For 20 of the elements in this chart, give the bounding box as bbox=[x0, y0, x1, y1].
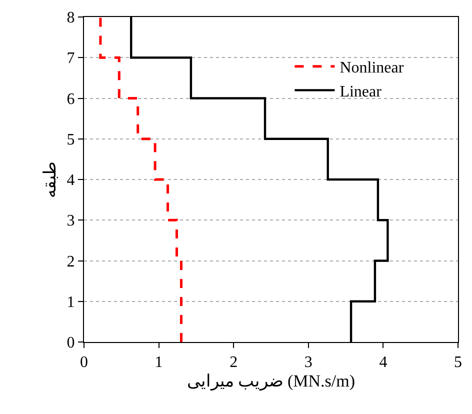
y-tick-label: 7 bbox=[66, 50, 75, 68]
y-tick-label: 2 bbox=[66, 253, 75, 270]
y-tick-label: 6 bbox=[66, 90, 75, 108]
legend-label: Nonlinear bbox=[340, 60, 404, 77]
y-axis-title: طبقه bbox=[40, 161, 60, 198]
y-tick-label: 3 bbox=[66, 212, 75, 230]
y-tick-label: 1 bbox=[66, 294, 75, 311]
y-tick-label: 4 bbox=[66, 172, 75, 190]
line-series bbox=[99, 17, 182, 342]
x-tick-label: 0 bbox=[80, 354, 88, 372]
x-tick-label: 2 bbox=[230, 354, 238, 372]
y-tick-label: 0 bbox=[66, 334, 75, 352]
x-tick-label: 3 bbox=[304, 354, 312, 372]
x-tick-label: 4 bbox=[379, 354, 388, 372]
x-axis-title: ضریب میرایی (MN.s/m) bbox=[186, 372, 356, 392]
x-tick-label: 5 bbox=[454, 354, 462, 372]
y-tick-label: 8 bbox=[66, 10, 75, 27]
y-tick-label: 5 bbox=[66, 131, 75, 148]
legend-label: Linear bbox=[340, 83, 382, 100]
x-tick-label: 1 bbox=[154, 354, 163, 372]
